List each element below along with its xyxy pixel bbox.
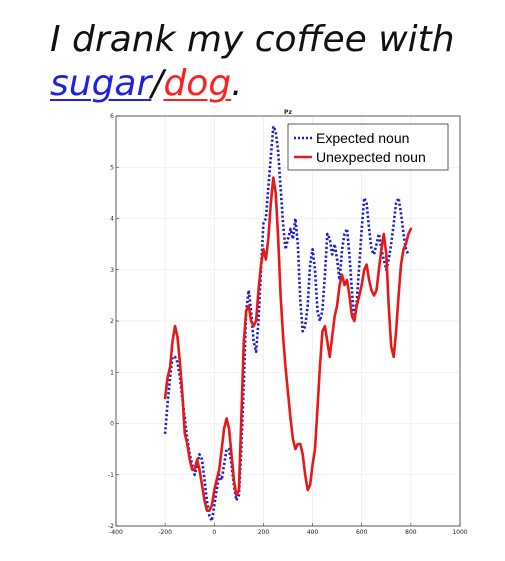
y-tick-label: 4 [110,216,114,223]
y-tick-label: 5 [110,164,114,171]
word-separator: / [151,63,163,104]
x-tick-label: 400 [307,529,319,536]
y-tick-label: 3 [110,267,114,274]
chart-background [108,108,468,540]
y-tick-label: -1 [108,472,114,479]
x-tick-label: 1000 [452,529,467,536]
x-tick-label: -200 [158,529,172,536]
x-tick-label: 800 [405,529,417,536]
word-unexpected: dog [163,63,231,104]
sentence-line-1: I drank my coffee with [50,18,490,62]
sentence-period: . [231,63,242,104]
y-tick-label: 2 [110,318,114,325]
legend: Expected noun Unexpected noun [288,124,448,170]
sentence-heading: I drank my coffee with sugar/dog. [50,18,490,106]
y-tick-label: 0 [110,421,114,428]
x-tick-label: 0 [212,529,216,536]
y-tick-label: 6 [110,113,114,120]
x-tick-label: 600 [356,529,368,536]
legend-label-expected: Expected noun [316,130,409,146]
word-expected: sugar [50,63,151,104]
chart-title: Pz [284,109,292,116]
x-tick-label: -400 [109,529,123,536]
y-tick-label: 1 [110,369,114,376]
sentence-line-2: sugar/dog. [50,62,490,106]
y-tick-label: -2 [108,523,114,530]
legend-label-unexpected: Unexpected noun [316,149,426,165]
x-tick-label: 200 [258,529,270,536]
